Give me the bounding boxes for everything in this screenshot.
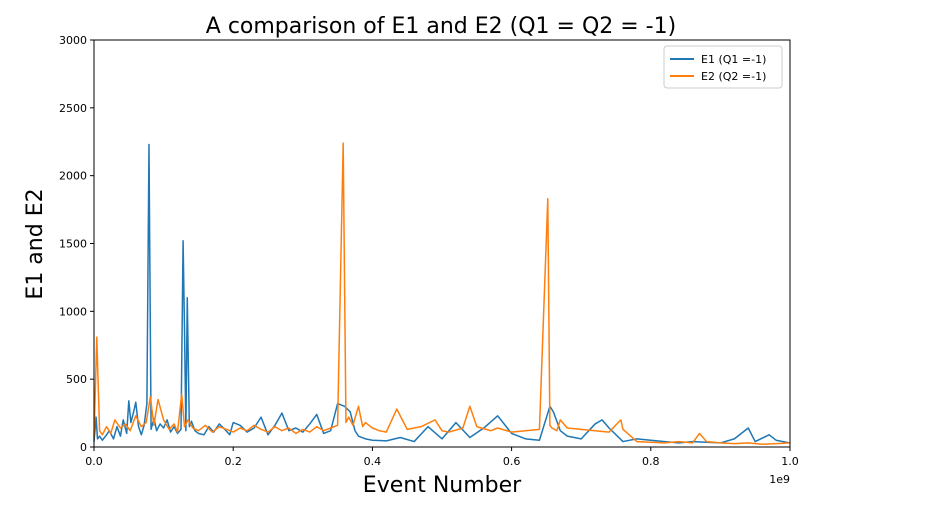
chart-title: A comparison of E1 and E2 (Q1 = Q2 = -1)	[206, 14, 676, 39]
x-tick-label: 0.2	[224, 455, 242, 468]
legend-label: E1 (Q1 =-1)	[701, 53, 766, 66]
x-axis-label: Event Number	[363, 473, 522, 498]
series-lines	[93, 142, 791, 446]
y-tick-label: 0	[80, 441, 87, 454]
plot-area	[93, 39, 791, 448]
y-tick-label: 2500	[59, 102, 87, 115]
plot-frame	[93, 39, 791, 448]
x-offset-label: 1e9	[769, 473, 790, 486]
legend-box	[663, 45, 783, 89]
series-line-2	[93, 142, 791, 446]
legend: E1 (Q1 =-1) E2 (Q2 =-1)	[663, 45, 783, 89]
y-tick-label: 500	[66, 373, 87, 386]
y-tick-label: 1000	[59, 305, 87, 318]
y-axis-label: E1 and E2	[23, 188, 48, 299]
x-axis: 0.0 0.2 0.4 0.6 0.8 1.0	[85, 447, 799, 468]
y-tick-label: 1500	[59, 238, 87, 251]
y-tick-label: 3000	[59, 34, 87, 47]
series-line-1	[93, 143, 791, 444]
y-axis: 0 500 1000 1500 2000 2500 3000	[59, 34, 94, 454]
x-tick-label: 0.4	[364, 455, 382, 468]
y-tick-label: 2000	[59, 170, 87, 183]
x-tick-label: 0.6	[503, 455, 521, 468]
legend-label: E2 (Q2 =-1)	[701, 70, 766, 83]
x-tick-label: 0.8	[642, 455, 660, 468]
x-tick-label: 1.0	[781, 455, 799, 468]
x-tick-label: 0.0	[85, 455, 103, 468]
